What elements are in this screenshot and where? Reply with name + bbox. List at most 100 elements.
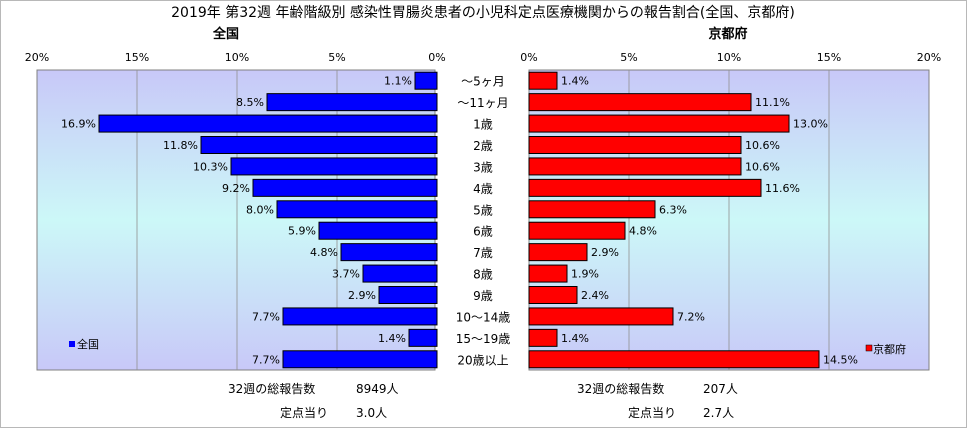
left-bar-value-label-8: 4.8% [310, 246, 338, 259]
right-bar-13 [528, 350, 820, 369]
left-bar-10 [378, 286, 438, 304]
chart-title: 2019年 第32週 年齢階級別 感染性胃腸炎患者の小児科定点医療機関からの報告… [171, 4, 795, 21]
left-bar-5 [252, 178, 438, 197]
left-bar-2 [98, 114, 438, 133]
left-bar-value-label-13: 7.7% [252, 353, 280, 366]
left-bar-6 [276, 200, 438, 219]
legend-swatch-left [69, 341, 75, 347]
left-bar-value-label-5: 9.2% [222, 182, 250, 195]
category-label-10: 9歳 [473, 289, 493, 303]
left-total-value: 8949人 [356, 382, 399, 396]
left-bar-value-label-1: 8.5% [236, 96, 264, 109]
left-bar-value-label-4: 10.3% [193, 160, 228, 173]
right-bar-10 [528, 286, 578, 304]
category-label-5: 4歳 [473, 182, 493, 196]
category-label-12: 15～19歳 [456, 332, 511, 346]
right-tick-label-3: 15% [817, 51, 841, 64]
right-bar-1 [528, 93, 752, 112]
category-labels: ～5ヶ月 ～11ヶ月 1歳 2歳 3歳 4歳 5歳 6歳 7歳 8歳 9歳 10～14歳 15～19歳 2… [456, 75, 511, 368]
right-bar-3 [528, 136, 742, 154]
category-label-4: 3歳 [473, 160, 493, 174]
left-bar-value-label-6: 8.0% [246, 203, 274, 216]
left-bar-4 [230, 157, 438, 176]
left-bar-9 [362, 264, 438, 283]
category-label-2: 1歳 [473, 118, 493, 132]
right-bar-value-label-8: 2.9% [591, 246, 619, 259]
left-per-label: 定点当り [280, 405, 328, 420]
left-tick-label-3: 5% [328, 51, 345, 64]
left-bar-value-label-3: 11.8% [163, 139, 198, 152]
right-bar-8 [528, 243, 588, 262]
legend-swatch-right [865, 344, 873, 352]
left-tick-label-2: 10% [225, 51, 249, 64]
right-bar-2 [528, 114, 790, 133]
right-bar-value-label-6: 6.3% [659, 203, 687, 216]
category-label-3: 2歳 [473, 139, 493, 153]
right-bar-value-label-1: 11.1% [755, 96, 790, 109]
right-bar-0 [528, 71, 558, 90]
left-tick-label-4: 0% [428, 51, 445, 64]
right-per-value: 2.7人 [703, 406, 734, 420]
left-bar-12 [408, 328, 438, 347]
right-bar-value-label-10: 2.4% [581, 289, 609, 302]
category-label-1: ～11ヶ月 [457, 96, 508, 110]
left-bar-8 [340, 243, 438, 262]
left-tick-label-1: 15% [125, 51, 149, 64]
right-bar-value-label-0: 1.4% [561, 75, 589, 88]
left-bar-value-label-12: 1.4% [378, 332, 406, 345]
left-bars: 1.1% 8.5% 16.9% 11.8% 10.3% 9.2% 8.0% 5.9% 4.8% 3… [61, 71, 438, 369]
right-bar-value-label-13: 14.5% [823, 353, 858, 366]
right-bar-4 [528, 157, 742, 176]
right-bar-11 [528, 307, 674, 326]
left-tick-label-0: 20% [25, 51, 49, 64]
left-bar-13 [282, 350, 438, 369]
left-bar-value-label-2: 16.9% [61, 118, 96, 131]
left-panel-title: 全国 [212, 26, 239, 42]
right-per-label: 定点当り [628, 405, 676, 420]
category-label-11: 10～14歳 [456, 310, 511, 324]
left-bar-value-label-7: 5.9% [288, 225, 316, 238]
category-label-9: 8歳 [473, 268, 493, 282]
right-bar-value-label-7: 4.8% [629, 225, 657, 238]
axis-tick-labels: 20% 15% 10% 5% 0% 0% 5% 10% 15% 20% [25, 51, 941, 64]
right-bar-9 [528, 264, 568, 283]
right-bar-7 [528, 221, 626, 240]
left-bar-value-label-10: 2.9% [348, 289, 376, 302]
left-bar-value-label-11: 7.7% [252, 310, 280, 323]
right-bar-6 [528, 200, 656, 219]
left-bar-value-label-9: 3.7% [332, 268, 360, 281]
left-bar-1 [266, 93, 438, 112]
right-tick-label-1: 5% [620, 51, 637, 64]
left-per-value: 3.0人 [356, 406, 387, 420]
right-bar-value-label-11: 7.2% [677, 310, 705, 323]
right-total-value: 207人 [703, 382, 738, 396]
legend-left: 全国 [77, 337, 99, 351]
left-bar-value-label-0: 1.1% [384, 75, 412, 88]
right-tick-label-2: 10% [717, 51, 741, 64]
right-bar-value-label-12: 1.4% [561, 332, 589, 345]
legend-right: 京都府 [873, 342, 906, 356]
right-bar-value-label-9: 1.9% [571, 268, 599, 281]
category-label-7: 6歳 [473, 225, 493, 239]
category-label-6: 5歳 [473, 203, 493, 217]
right-bar-value-label-5: 11.6% [765, 182, 800, 195]
right-bar-12 [528, 328, 558, 347]
right-bar-value-label-3: 10.6% [745, 139, 780, 152]
category-label-13: 20歳以上 [457, 353, 508, 367]
right-bar-5 [528, 178, 762, 197]
left-bar-11 [282, 307, 438, 326]
right-total-label: 32週の総報告数 [577, 381, 664, 396]
right-tick-label-4: 20% [917, 51, 941, 64]
right-panel-title: 京都府 [708, 26, 747, 42]
left-bar-3 [200, 136, 438, 154]
category-label-8: 7歳 [473, 246, 493, 260]
left-total-label: 32週の総報告数 [228, 381, 315, 396]
left-bar-7 [318, 221, 438, 240]
right-bar-value-label-4: 10.6% [745, 160, 780, 173]
right-tick-label-0: 0% [520, 51, 537, 64]
left-bar-0 [414, 71, 438, 90]
right-bar-value-label-2: 13.0% [793, 118, 828, 131]
category-label-0: ～5ヶ月 [461, 75, 505, 89]
right-bars: 1.4% 11.1%13.0% 10.6% 10.6% 11.6% 6.3%4.8% 2.9… [528, 71, 858, 369]
